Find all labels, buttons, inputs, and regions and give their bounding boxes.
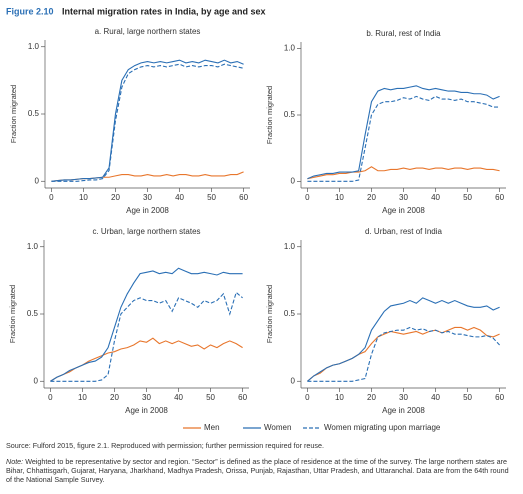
x-tick-label: 0 [48, 393, 53, 402]
y-axis-label: Fraction migrated [265, 86, 274, 144]
source: Source: Fulford 2015, figure 2.1. Reprod… [6, 441, 325, 450]
note: Note: Weighted to be representative by s… [6, 457, 516, 484]
x-tick-label: 30 [143, 193, 152, 202]
x-tick-label: 60 [239, 193, 248, 202]
figure-label: Figure 2.10 [6, 6, 54, 16]
x-tick-label: 40 [431, 193, 440, 202]
x-tick-label: 20 [110, 393, 119, 402]
series-line [307, 166, 500, 180]
y-tick-label: 0 [291, 176, 296, 185]
x-tick-label: 40 [175, 193, 184, 202]
y-axis-label: Fraction migrated [8, 285, 17, 343]
x-tick-label: 40 [431, 393, 440, 402]
x-tick-label: 20 [367, 193, 376, 202]
x-tick-label: 40 [174, 393, 183, 402]
panel-title: b. Rural, rest of India [366, 29, 441, 38]
x-tick-label: 50 [207, 193, 216, 202]
y-tick-label: 0 [34, 376, 39, 385]
series-line [307, 85, 500, 180]
y-tick-label: 0 [291, 376, 296, 385]
x-tick-label: 10 [335, 393, 344, 402]
x-tick-label: 10 [78, 393, 87, 402]
y-axis-label: Fraction migrated [265, 285, 274, 343]
figure-title: Internal migration rates in India, by ag… [62, 6, 266, 16]
y-tick-label: 1.0 [284, 242, 296, 251]
panel-title: c. Urban, large northern states [92, 227, 200, 236]
note-text: Weighted to be representative by sector … [6, 457, 509, 484]
y-tick-label: 0.5 [28, 109, 40, 118]
x-tick-label: 10 [335, 193, 344, 202]
x-tick-label: 10 [79, 193, 88, 202]
panel-title: a. Rural, large northern states [95, 27, 201, 36]
x-tick-label: 50 [463, 393, 472, 402]
y-tick-label: 0.5 [27, 309, 39, 318]
x-axis-label: Age in 2008 [382, 206, 425, 215]
legend-label: Men [204, 423, 220, 432]
x-tick-label: 20 [111, 193, 120, 202]
y-axis-label: Fraction migrated [9, 85, 18, 143]
x-tick-label: 30 [399, 393, 408, 402]
x-axis-label: Age in 2008 [126, 206, 169, 215]
series-line [51, 63, 244, 182]
x-tick-label: 20 [367, 393, 376, 402]
y-tick-label: 1.0 [27, 242, 39, 251]
series-line [50, 337, 243, 382]
y-tick-label: 1.0 [28, 42, 40, 51]
x-tick-label: 50 [206, 393, 215, 402]
y-tick-label: 0.5 [284, 110, 296, 119]
x-tick-label: 30 [399, 193, 408, 202]
legend-label: Women migrating upon marriage [324, 423, 441, 432]
x-axis-label: Age in 2008 [382, 406, 425, 415]
panel-title: d. Urban, rest of India [365, 227, 442, 236]
series-line [51, 59, 244, 182]
x-tick-label: 0 [305, 193, 310, 202]
legend-label: Women [264, 423, 291, 432]
series-line [307, 326, 500, 382]
series-line [307, 95, 500, 182]
y-tick-label: 0 [35, 176, 40, 185]
series-line [51, 171, 244, 182]
series-line [50, 267, 243, 382]
x-tick-label: 60 [495, 393, 504, 402]
y-tick-label: 0.5 [284, 309, 296, 318]
series-line [307, 326, 500, 382]
x-axis-label: Age in 2008 [125, 406, 168, 415]
note-label: Note: [6, 457, 24, 466]
x-tick-label: 0 [305, 393, 310, 402]
y-tick-label: 1.0 [284, 44, 296, 53]
x-tick-label: 30 [142, 393, 151, 402]
series-line [50, 291, 243, 382]
x-tick-label: 0 [49, 193, 54, 202]
x-tick-label: 60 [238, 393, 247, 402]
x-tick-label: 50 [463, 193, 472, 202]
series-line [307, 297, 500, 382]
x-tick-label: 60 [495, 193, 504, 202]
